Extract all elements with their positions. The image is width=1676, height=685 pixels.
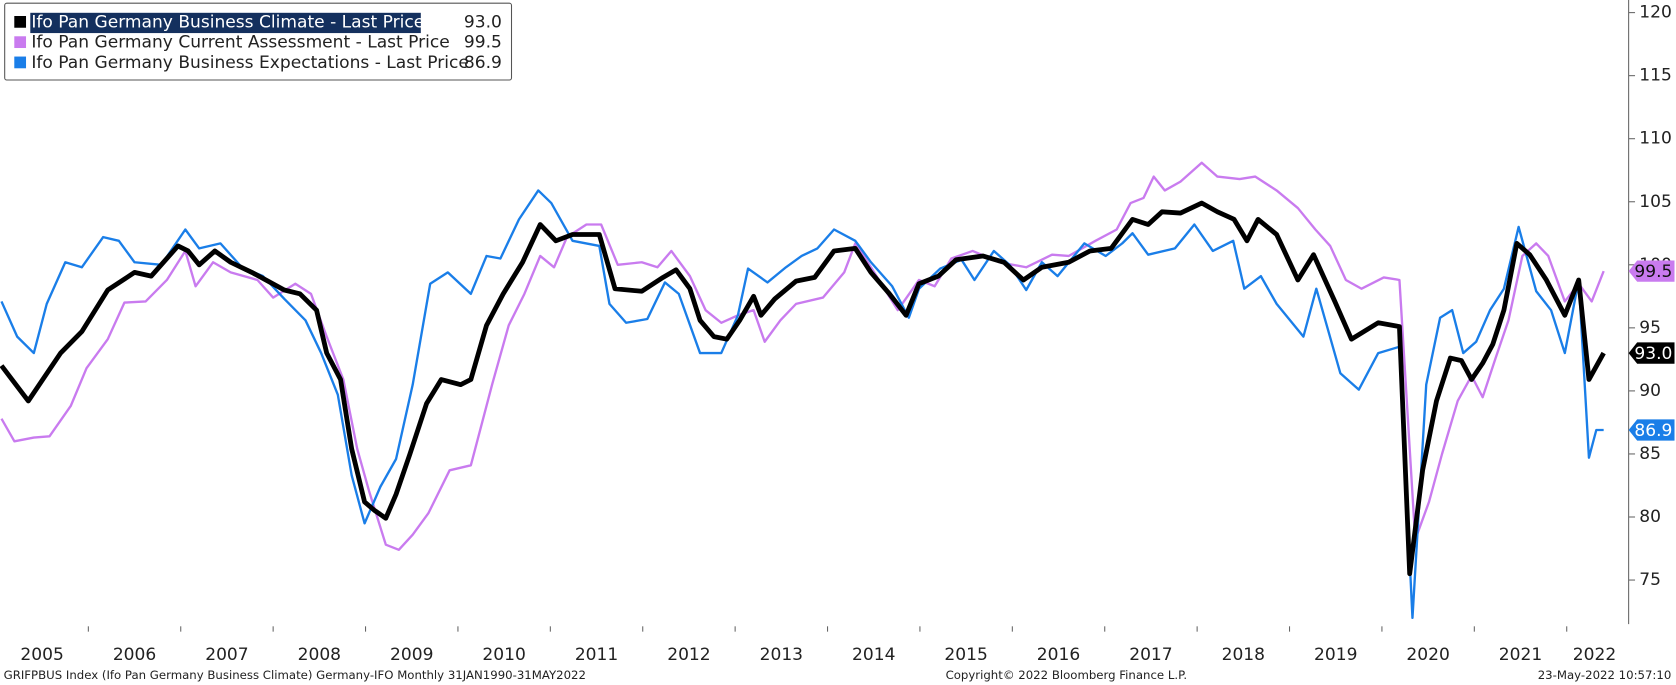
y-tick-label: 85 [1639,444,1661,464]
legend-label: Ifo Pan Germany Current Assessment - Las… [31,33,449,53]
legend-swatch [14,36,27,49]
x-tick-label: 2018 [1222,645,1265,665]
x-tick-label: 2014 [852,645,895,665]
last-value-badge [1628,419,1675,441]
y-tick-label: 90 [1639,381,1661,401]
legend: Ifo Pan Germany Business Climate - Last … [4,2,513,81]
y-tick-label: 115 [1639,66,1672,86]
x-tick-label: 2008 [298,645,341,665]
x-tick-label: 2019 [1314,645,1357,665]
x-tick-label: 2005 [20,645,63,665]
x-tick-label: 2007 [205,645,248,665]
last-value-label: 86.9 [1634,421,1672,441]
x-tick-label: 2020 [1406,645,1449,665]
last-value-label: 93.0 [1634,344,1672,364]
series-line [0,161,1605,551]
x-tick-label: 2016 [1037,645,1080,665]
legend-value: 93.0 [464,12,502,32]
legend-value: 86.9 [464,53,502,73]
x-tick-label: 2015 [944,645,987,665]
footer-timestamp: 23-May-2022 10:57:10 [1538,668,1672,682]
x-tick-label: 2009 [390,645,433,665]
legend-selection [30,12,421,34]
x-tick-label: 2013 [760,645,803,665]
x-tick-label: 2017 [1129,645,1172,665]
legend-label: Ifo Pan Germany Business Climate - Last … [31,12,424,32]
x-tick-label: 2012 [667,645,710,665]
last-value-badge [1628,260,1675,282]
legend-swatch [14,16,27,28]
last-value-badge [1628,342,1675,364]
x-tick-label: 2006 [113,645,156,665]
legend-swatch [14,56,27,69]
x-tick-label: 2010 [482,645,525,665]
last-value-label: 99.5 [1634,262,1672,282]
plot-area: 7580859095100105110115120200520062007200… [0,0,1672,665]
y-tick-label: 105 [1639,192,1672,212]
y-tick-label: 110 [1639,129,1672,149]
legend-label: Ifo Pan Germany Business Expectations - … [31,53,469,73]
x-tick-label: 2022 [1573,645,1616,665]
y-tick-label: 95 [1639,318,1661,338]
legend-value: 99.5 [464,33,502,53]
x-tick-label: 2011 [575,645,618,665]
y-tick-label: 75 [1639,570,1661,590]
footer-copyright: Copyright© 2022 Bloomberg Finance L.P. [946,668,1188,682]
y-tick-label: 120 [1639,3,1672,23]
y-tick-label: 80 [1639,507,1661,527]
footer-source: GRIFPBUS Index (Ifo Pan Germany Business… [4,668,586,682]
x-tick-label: 2021 [1499,645,1542,665]
series-line [0,200,1606,577]
